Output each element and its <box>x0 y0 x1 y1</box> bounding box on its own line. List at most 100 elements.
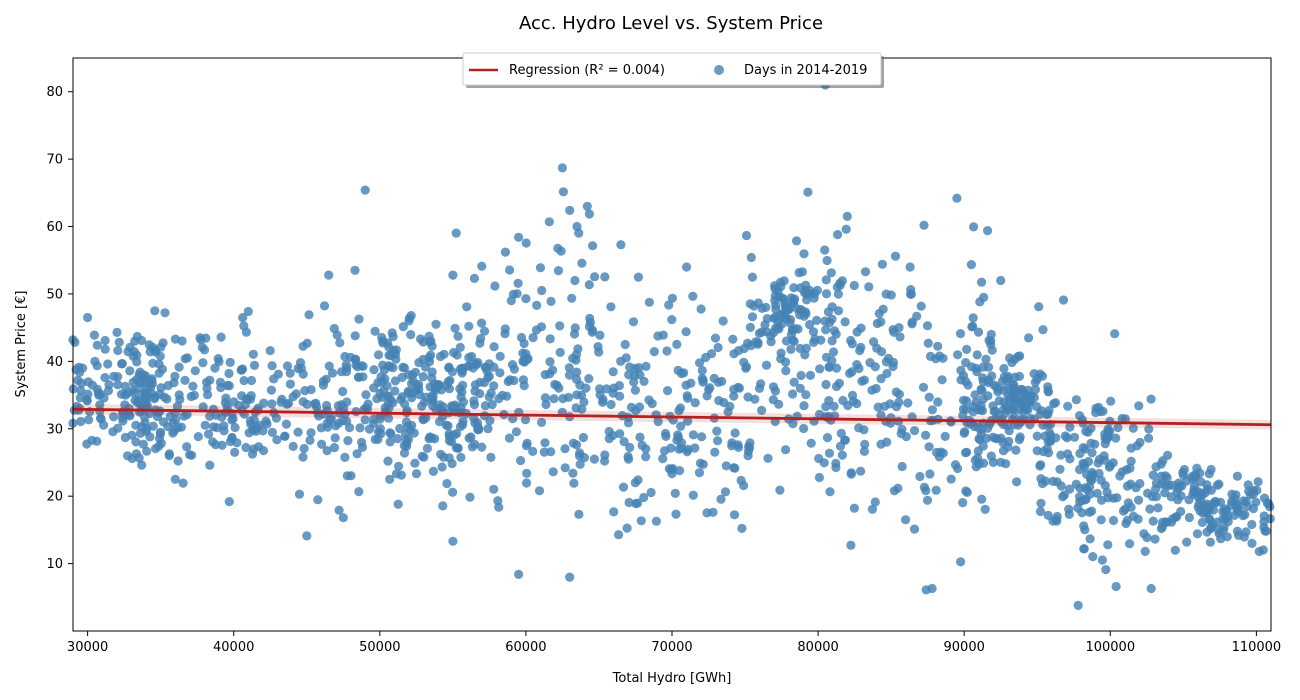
scatter-point <box>867 504 878 514</box>
scatter-point <box>417 451 427 461</box>
scatter-point <box>828 347 839 357</box>
scatter-point <box>809 337 819 347</box>
scatter-point <box>248 349 258 359</box>
scatter-point <box>749 301 759 311</box>
scatter-point <box>1205 537 1215 547</box>
scatter-point <box>100 344 110 354</box>
scatter-point <box>814 472 825 483</box>
scatter-point <box>805 370 816 380</box>
scatter-point <box>164 449 174 459</box>
scatter-point <box>728 334 738 344</box>
scatter-point <box>824 448 835 458</box>
scatter-point <box>891 387 901 397</box>
scatter-point <box>881 357 892 367</box>
x-tick-label: 100000 <box>1085 640 1135 655</box>
scatter-point <box>187 450 197 460</box>
scatter-point <box>238 313 248 323</box>
scatter-point <box>770 284 780 294</box>
scatter-point <box>923 338 933 348</box>
scatter-point <box>532 300 542 310</box>
scatter-point <box>1182 537 1192 547</box>
scatter-point <box>1065 484 1075 494</box>
scatter-point <box>239 321 249 331</box>
scatter-point <box>1113 422 1123 433</box>
scatter-point <box>380 374 390 384</box>
scatter-point <box>981 433 991 443</box>
scatter-point <box>1058 492 1068 502</box>
scatter-point <box>448 270 458 280</box>
scatter-point <box>246 375 257 386</box>
scatter-point <box>1001 459 1011 469</box>
scatter-point <box>789 283 799 293</box>
scatter-point <box>641 361 651 371</box>
scatter-point <box>986 336 996 346</box>
scatter-point <box>567 293 577 303</box>
scatter-point <box>568 468 578 478</box>
scatter-point <box>418 372 428 382</box>
scatter-point <box>1253 477 1263 487</box>
scatter-point <box>1222 505 1232 516</box>
scatter-point <box>1211 497 1221 508</box>
scatter-point <box>852 360 862 370</box>
scatter-point <box>925 469 935 479</box>
scatter-point <box>823 307 834 317</box>
scatter-point <box>341 367 352 377</box>
scatter-point <box>302 531 312 541</box>
scatter-point <box>897 461 907 472</box>
scatter-point <box>849 503 860 513</box>
scatter-point <box>1012 394 1022 404</box>
scatter-point <box>1157 522 1167 532</box>
scatter-point <box>266 385 276 395</box>
scatter-point <box>489 342 499 352</box>
scatter-point <box>453 443 463 453</box>
scatter-point <box>1048 476 1058 486</box>
scatter-point <box>606 399 616 410</box>
scatter-point <box>489 381 499 391</box>
scatter-point <box>927 405 938 415</box>
scatter-point <box>584 280 594 290</box>
scatter-point <box>582 201 592 211</box>
scatter-point <box>522 438 532 448</box>
scatter-point <box>667 293 678 303</box>
scatter-point <box>1108 515 1119 526</box>
scatter-point <box>398 322 408 332</box>
scatter-point <box>225 357 235 367</box>
scatter-point <box>82 396 92 406</box>
scatter-point <box>1179 464 1189 475</box>
scatter-point <box>1243 480 1253 490</box>
scatter-point <box>766 331 776 341</box>
scatter-point <box>595 330 605 340</box>
scatter-point <box>103 359 113 369</box>
legend-regression-label: Regression (R² = 0.004) <box>509 63 665 78</box>
scatter-point <box>509 364 519 374</box>
scatter-point <box>785 315 796 325</box>
scatter-point <box>383 361 394 371</box>
scatter-point <box>859 425 869 435</box>
scatter-point <box>338 386 348 397</box>
scatter-point <box>633 475 643 485</box>
scatter-point <box>1055 464 1065 474</box>
scatter-point <box>179 411 189 421</box>
scatter-point <box>1245 489 1256 500</box>
scatter-point <box>600 450 610 460</box>
scatter-point <box>340 452 350 462</box>
scatter-point <box>805 320 815 330</box>
scatter-point <box>718 316 728 326</box>
scatter-point <box>117 359 127 369</box>
scatter-point <box>615 429 625 439</box>
scatter-point <box>388 332 398 342</box>
scatter-point <box>299 443 309 454</box>
scatter-point <box>1176 491 1186 501</box>
scatter-point <box>822 255 832 266</box>
scatter-point <box>500 247 510 257</box>
scatter-point <box>403 387 413 398</box>
scatter-point <box>327 368 338 378</box>
scatter-point <box>1144 424 1154 434</box>
scatter-point <box>369 365 379 375</box>
scatter-point <box>713 377 724 387</box>
scatter-point <box>215 377 225 387</box>
scatter-point <box>333 401 343 411</box>
scatter-point <box>127 430 137 440</box>
scatter-point <box>168 418 178 428</box>
scatter-point <box>1085 534 1095 544</box>
